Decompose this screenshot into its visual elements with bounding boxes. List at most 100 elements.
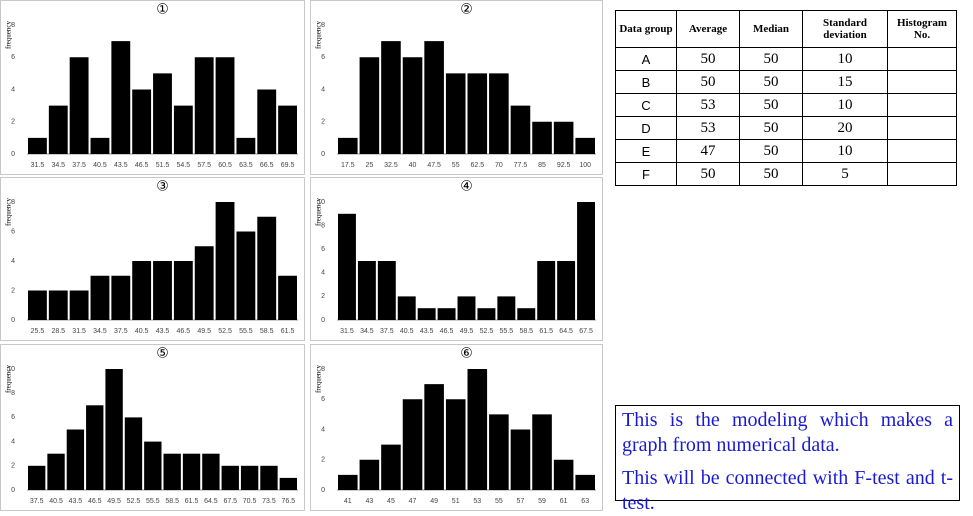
empty-cell: [887, 47, 957, 71]
bar: [517, 308, 536, 320]
x-tick-label: 61.5: [185, 498, 199, 505]
header-cell: Average: [676, 10, 740, 48]
bar: [537, 261, 556, 320]
x-tick-label: 85: [538, 162, 546, 169]
x-tick-label: 43: [365, 498, 373, 505]
x-tick-label: 40.5: [93, 162, 107, 169]
x-tick-label: 51: [452, 498, 460, 505]
bar: [457, 296, 476, 320]
bar: [359, 459, 380, 490]
x-tick-label: 43.5: [156, 328, 170, 335]
y-tick-label: 4: [11, 258, 15, 265]
table-cell: 50: [676, 162, 740, 186]
y-axis-label: frequency: [315, 21, 323, 49]
table-cell: 50: [739, 47, 803, 71]
x-tick-label: 70.5: [243, 498, 257, 505]
x-tick-label: 40.5: [49, 498, 63, 505]
bar: [257, 216, 277, 320]
bar: [90, 137, 110, 154]
table-cell: 50: [739, 116, 803, 140]
x-tick-label: 57.5: [197, 162, 211, 169]
y-tick-label: 8: [321, 222, 325, 229]
x-tick-label: 55: [452, 162, 460, 169]
y-tick-label: 0: [321, 151, 325, 158]
bar: [575, 137, 595, 154]
chart: ⑥ frequency 0 2 4 6 8 41 43 45 47 49 51 53 55 57 59 61 63: [315, 345, 596, 505]
y-tick-label: 0: [11, 317, 15, 324]
chart: ⑤ frequency 0 2 4 6 8 10 37.5 40.5 43.5 46.5 49.5 52.…: [5, 345, 298, 505]
bar: [377, 261, 396, 320]
empty-cell: [887, 70, 957, 94]
x-tick-label: 46.5: [440, 328, 454, 335]
table-cell: 50: [739, 139, 803, 163]
bar: [28, 465, 46, 490]
x-tick-label: 61.5: [281, 328, 295, 335]
chart: ① frequency 0 2 4 6 8 31.5 34.5 37.5 40.5 43.5 46.5 5…: [5, 1, 298, 169]
x-tick-label: 34.5: [93, 328, 107, 335]
y-tick-label: 6: [11, 54, 15, 61]
bar: [553, 459, 574, 490]
table-cell: E: [615, 139, 677, 163]
y-axis-label: frequency: [5, 198, 13, 226]
y-tick-label: 10: [7, 366, 15, 373]
y-tick-label: 6: [11, 228, 15, 235]
bar: [278, 275, 297, 320]
bar: [48, 290, 68, 320]
bar: [577, 202, 595, 320]
empty-cell: [887, 139, 957, 163]
bar: [215, 57, 235, 154]
bar: [194, 246, 214, 320]
x-tick-label: 70: [495, 162, 503, 169]
header-row: Data group Average Median Standard deviatio…: [615, 10, 957, 48]
bar: [575, 474, 595, 490]
y-tick-label: 0: [321, 317, 325, 324]
table-row: A 50 50 10: [615, 47, 957, 71]
table-cell: 10: [802, 93, 888, 117]
bar: [532, 121, 552, 154]
y-tick-label: 6: [11, 414, 15, 421]
bar: [28, 290, 47, 320]
bar: [402, 57, 423, 154]
x-tick-label: 54.5: [177, 162, 191, 169]
empty-cell: [887, 93, 957, 117]
table-cell: 47: [676, 139, 740, 163]
table-cell: 10: [802, 139, 888, 163]
bar: [163, 453, 181, 490]
y-tick-label: 2: [321, 293, 325, 300]
x-tick-label: 32.5: [384, 162, 398, 169]
bar: [381, 444, 401, 490]
y-tick-label: 2: [11, 463, 15, 470]
bar: [132, 261, 152, 320]
bar: [66, 429, 85, 490]
y-tick-label: 0: [11, 487, 15, 494]
y-tick-label: 6: [321, 54, 325, 61]
bar: [467, 73, 488, 154]
x-tick-label: 49: [430, 498, 438, 505]
empty-cell: [887, 116, 957, 140]
header-cell: Data group: [615, 10, 677, 48]
x-tick-label: 61: [560, 498, 568, 505]
note-box: This is the modeling which makes a graph…: [615, 405, 960, 514]
y-tick-label: 8: [11, 22, 15, 29]
bar: [111, 41, 131, 154]
bar: [357, 261, 376, 320]
table-cell: A: [615, 47, 677, 71]
x-tick-label: 31.5: [72, 328, 86, 335]
bar: [489, 414, 509, 490]
y-tick-label: 10: [317, 199, 325, 206]
bar: [173, 105, 193, 154]
header-cell: Median: [739, 10, 803, 48]
bar: [260, 465, 278, 490]
bar: [424, 41, 444, 154]
x-tick-label: 34.5: [360, 328, 374, 335]
y-tick-label: 8: [321, 22, 325, 29]
chart: ④ frequency 0 2 4 6 8 10 31.5 34.5 37.5 40.5 43.5 46.…: [315, 178, 596, 335]
bar: [132, 89, 152, 154]
bar: [221, 465, 239, 490]
table-cell: C: [615, 93, 677, 117]
table-cell: B: [615, 70, 677, 94]
chart-panel: ⑥ frequency 0 2 4 6 8 41 43 45 47 49 51 53 55 57 59 61 63: [310, 344, 603, 511]
x-tick-label: 43.5: [114, 162, 128, 169]
bar: [510, 105, 531, 154]
x-tick-label: 43.5: [69, 498, 83, 505]
